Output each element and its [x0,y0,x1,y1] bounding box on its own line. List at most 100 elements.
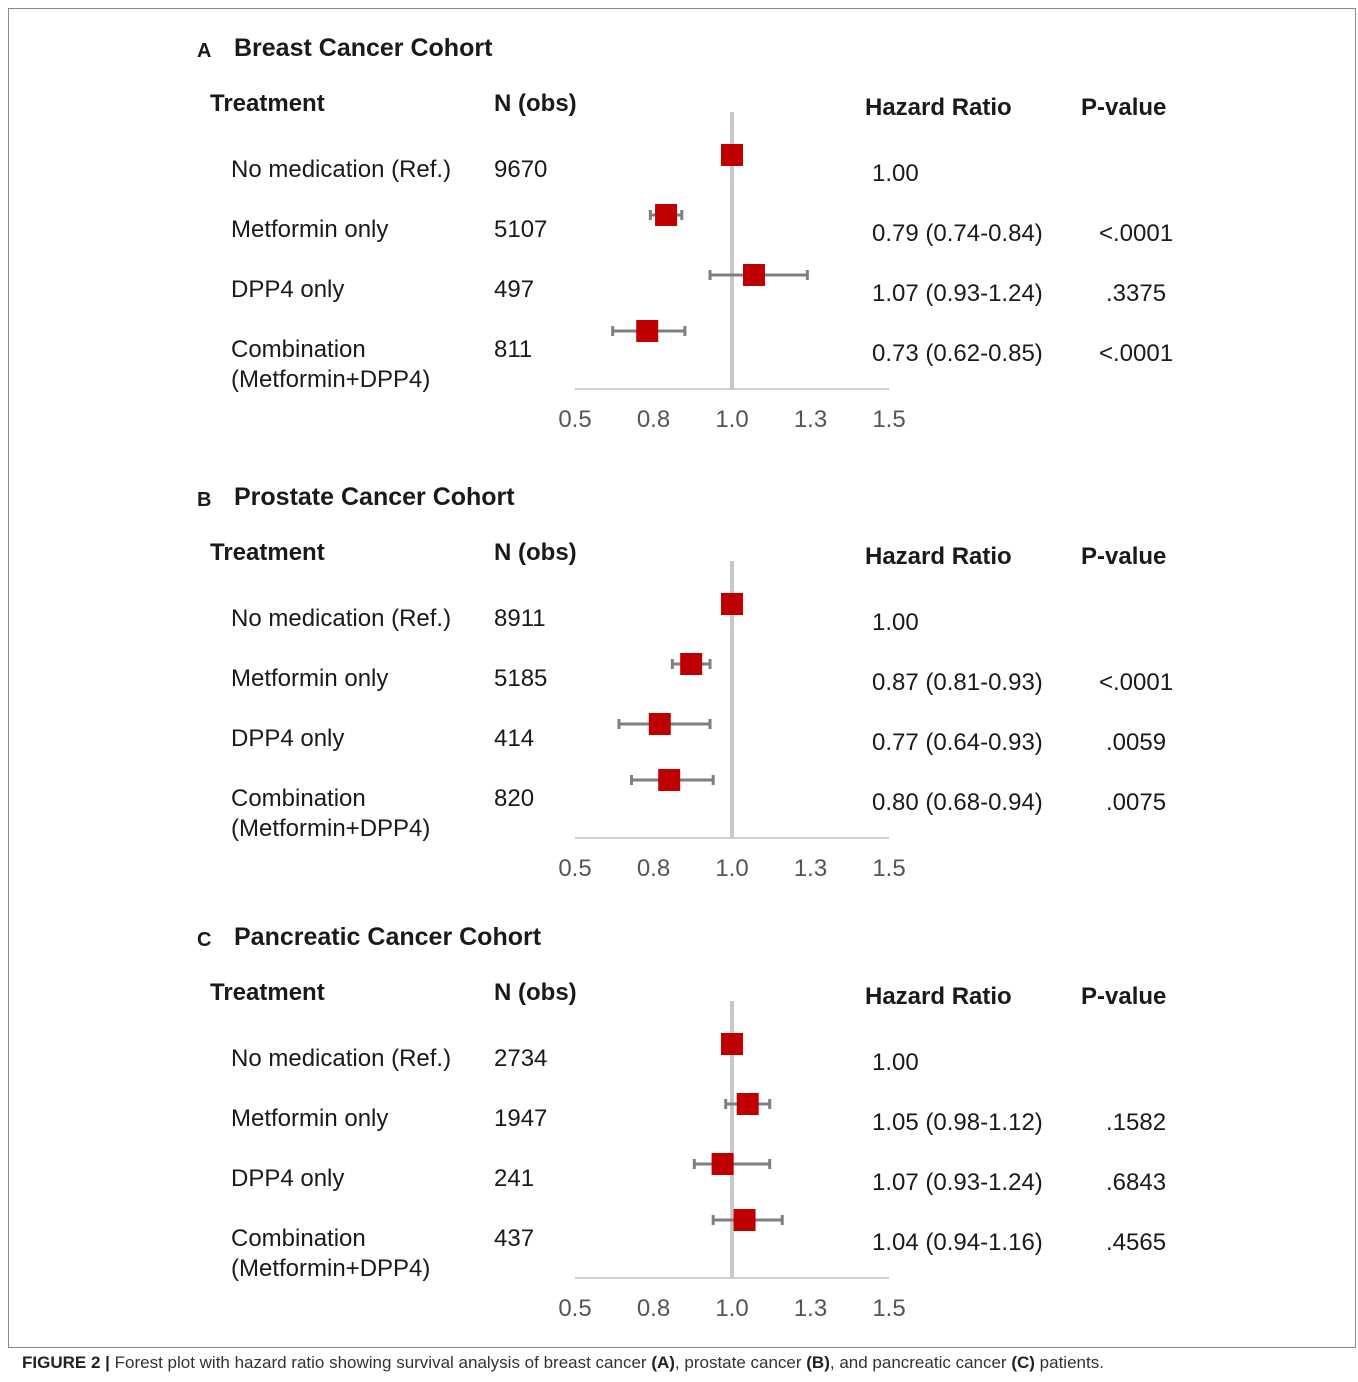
header-n-obs: N (obs) [494,539,577,566]
x-tick-label: 0.5 [558,855,591,882]
hazard-ratio-marker [721,1033,743,1055]
hazard-ratio-marker [648,713,671,735]
row-treatment-label: Combination [231,336,366,363]
x-tick-label: 1.0 [715,1295,748,1322]
row-treatment-label: No medication (Ref.) [231,1045,452,1072]
caption-text-4: patients. [1034,1353,1104,1372]
hazard-ratio-marker [655,204,678,226]
x-tick-label: 0.8 [637,855,670,882]
hazard-ratio-marker [736,1093,759,1115]
forest-panel-b: B Prostate Cancer Cohort Treatment N (obs) H… [0,471,1358,921]
row-treatment-label-line2: (Metformin+DPP4) [231,366,431,393]
panel-title: Breast Cancer Cohort [234,34,493,62]
panel-letter: B [197,489,212,511]
row-p-value: <.0001 [1099,340,1174,367]
header-hazard-ratio: Hazard Ratio [865,543,1012,570]
panel-letter: A [197,40,212,62]
figure-frame [8,8,1356,1348]
row-n-obs: 414 [494,725,535,752]
panel-letter: C [197,929,212,951]
panel-title: Pancreatic Cancer Cohort [234,923,542,951]
caption-text-1: Forest plot with hazard ratio showing su… [109,1353,652,1372]
row-p-value: <.0001 [1099,220,1174,247]
row-hazard-ratio: 0.77 (0.64-0.93) [872,729,1043,756]
row-treatment-label: No medication (Ref.) [231,156,452,183]
hazard-ratio-marker [733,1209,756,1231]
hazard-ratio-marker [742,264,765,286]
row-treatment-label-line2: (Metformin+DPP4) [231,1255,431,1282]
row-hazard-ratio: 1.00 [872,160,919,187]
header-p-value: P-value [1081,543,1167,570]
row-n-obs: 9670 [494,156,548,183]
row-n-obs: 5107 [494,216,548,243]
forest-plot-area: 0.5 0.8 1.0 1.3 1.5 [558,561,906,882]
caption-ref-a: (A) [651,1353,675,1372]
figure-caption: FIGURE 2 | Forest plot with hazard ratio… [22,1353,1104,1373]
row-treatment-label: Combination [231,1225,366,1252]
header-hazard-ratio: Hazard Ratio [865,983,1012,1010]
x-tick-label: 0.8 [637,406,670,433]
row-p-value: .1582 [1106,1109,1167,1136]
x-tick-label: 1.3 [794,1295,827,1322]
row-hazard-ratio: 1.07 (0.93-1.24) [872,280,1043,307]
row-treatment-label: Combination [231,785,366,812]
header-p-value: P-value [1081,983,1167,1010]
row-hazard-ratio: 1.04 (0.94-1.16) [872,1229,1043,1256]
row-treatment-label: DPP4 only [231,725,345,752]
hazard-ratio-marker [658,769,681,791]
row-treatment-label: Metformin only [231,1105,389,1132]
header-n-obs: N (obs) [494,90,577,117]
hazard-ratio-marker [721,144,743,166]
hazard-ratio-marker [636,320,659,342]
forest-panel-c: C Pancreatic Cancer Cohort Treatment N (obs… [0,911,1358,1361]
row-hazard-ratio: 0.79 (0.74-0.84) [872,220,1043,247]
row-treatment-label: No medication (Ref.) [231,605,452,632]
x-tick-label: 1.5 [872,855,905,882]
header-treatment: Treatment [210,90,325,117]
row-hazard-ratio: 0.87 (0.81-0.93) [872,669,1043,696]
row-hazard-ratio: 1.00 [872,609,919,636]
hazard-ratio-marker [711,1153,734,1175]
row-n-obs: 811 [494,336,533,363]
x-tick-label: 1.5 [872,1295,905,1322]
row-n-obs: 2734 [494,1045,548,1072]
caption-text-2: , prostate cancer [674,1353,807,1372]
row-hazard-ratio: 0.73 (0.62-0.85) [872,340,1043,367]
forest-panel-a: A Breast Cancer Cohort Treatment N (obs) Haz… [0,22,1358,472]
row-n-obs: 497 [494,276,535,303]
row-hazard-ratio: 1.00 [872,1049,919,1076]
header-hazard-ratio: Hazard Ratio [865,94,1012,121]
row-p-value: .4565 [1106,1229,1167,1256]
x-tick-label: 1.0 [715,406,748,433]
caption-ref-c: (C) [1011,1353,1035,1372]
row-treatment-label: Metformin only [231,665,389,692]
x-tick-label: 0.5 [558,406,591,433]
hazard-ratio-marker [680,653,703,675]
header-treatment: Treatment [210,539,325,566]
row-n-obs: 241 [494,1165,535,1192]
row-n-obs: 820 [494,785,535,812]
panel-title: Prostate Cancer Cohort [234,483,515,511]
row-treatment-label: DPP4 only [231,276,345,303]
row-n-obs: 1947 [494,1105,548,1132]
caption-ref-b: (B) [806,1353,830,1372]
hazard-ratio-marker [721,593,743,615]
caption-figure-number: FIGURE 2 | [22,1353,110,1372]
row-n-obs: 5185 [494,665,548,692]
row-hazard-ratio: 1.07 (0.93-1.24) [872,1169,1043,1196]
row-n-obs: 437 [494,1225,535,1252]
row-treatment-label: DPP4 only [231,1165,345,1192]
x-tick-label: 1.3 [794,406,827,433]
row-p-value: .6843 [1106,1169,1167,1196]
row-p-value: .0059 [1106,729,1167,756]
x-tick-label: 1.5 [872,406,905,433]
row-p-value: .3375 [1106,280,1167,307]
header-p-value: P-value [1081,94,1167,121]
row-treatment-label: Metformin only [231,216,389,243]
x-tick-label: 1.0 [715,855,748,882]
row-hazard-ratio: 1.05 (0.98-1.12) [872,1109,1043,1136]
row-p-value: <.0001 [1099,669,1174,696]
forest-plot-area: 0.5 0.8 1.0 1.3 1.5 [558,112,906,433]
header-treatment: Treatment [210,979,325,1006]
caption-text-3: , and pancreatic cancer [829,1353,1012,1372]
